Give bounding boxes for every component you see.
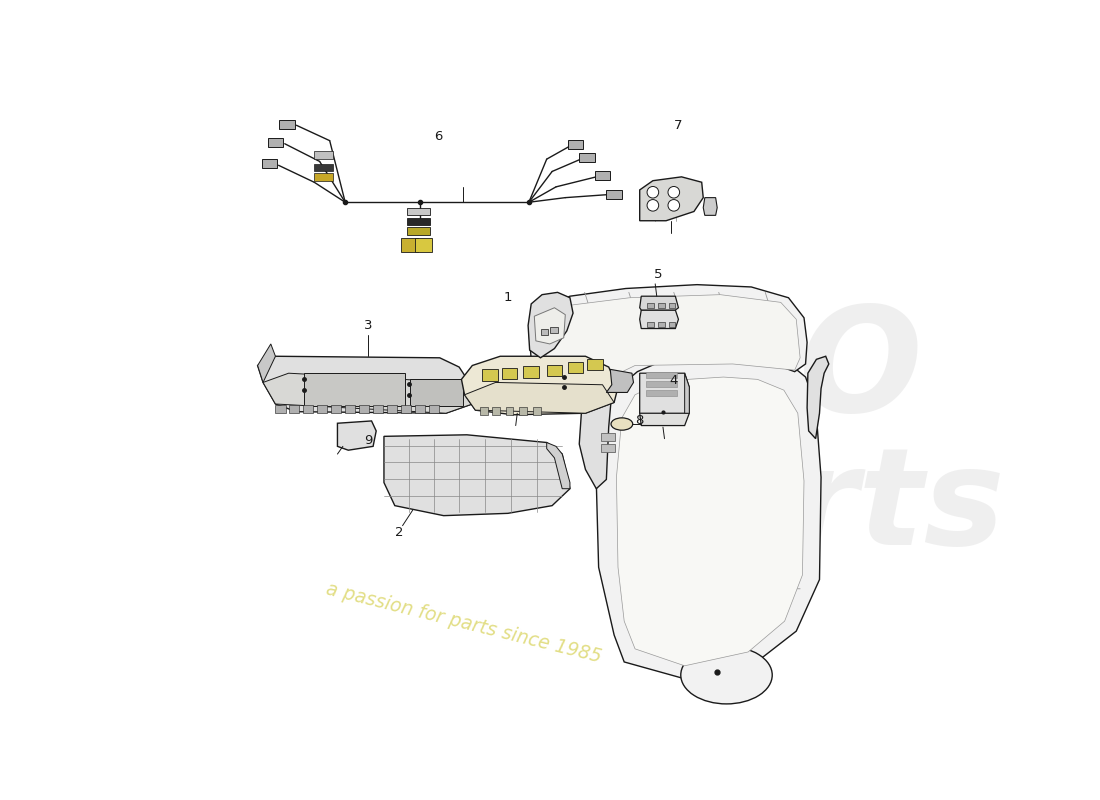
Bar — [646, 372, 676, 378]
Bar — [493, 407, 500, 414]
Bar — [506, 407, 514, 414]
Bar — [568, 362, 583, 373]
Bar — [331, 405, 341, 414]
Bar — [345, 405, 355, 414]
Bar — [275, 405, 286, 414]
Polygon shape — [556, 394, 578, 406]
Polygon shape — [640, 373, 690, 414]
Bar — [669, 303, 675, 308]
Bar — [359, 405, 370, 414]
Polygon shape — [703, 198, 717, 215]
Polygon shape — [338, 421, 376, 450]
Bar — [532, 407, 540, 414]
Polygon shape — [606, 370, 634, 393]
Polygon shape — [547, 442, 570, 489]
Bar — [304, 373, 405, 406]
Bar — [315, 164, 333, 171]
Text: 9: 9 — [364, 434, 373, 447]
Bar — [580, 153, 595, 162]
Bar — [547, 365, 562, 376]
Bar — [304, 405, 313, 414]
Ellipse shape — [681, 646, 772, 704]
Bar — [587, 358, 603, 370]
Bar — [601, 444, 615, 452]
Polygon shape — [257, 344, 275, 382]
Bar — [315, 151, 333, 159]
Bar — [595, 170, 610, 180]
Polygon shape — [263, 373, 472, 414]
Bar — [279, 120, 295, 129]
Bar — [524, 366, 539, 378]
Polygon shape — [640, 177, 703, 221]
Bar — [658, 303, 664, 308]
Polygon shape — [528, 292, 573, 358]
Text: a passion for parts since 1985: a passion for parts since 1985 — [323, 580, 603, 667]
Circle shape — [647, 186, 659, 198]
Bar — [658, 322, 664, 327]
Ellipse shape — [610, 418, 632, 430]
Text: 7: 7 — [674, 118, 683, 132]
Bar — [606, 190, 621, 199]
Text: 8: 8 — [636, 414, 644, 427]
Bar — [407, 227, 430, 234]
Bar — [646, 390, 676, 396]
Polygon shape — [544, 294, 800, 393]
Bar — [415, 405, 425, 414]
Bar — [373, 405, 383, 414]
Bar — [648, 322, 653, 327]
Bar — [540, 329, 548, 334]
Circle shape — [647, 199, 659, 211]
Bar — [519, 407, 527, 414]
Polygon shape — [807, 356, 828, 438]
Bar — [648, 303, 653, 308]
Bar — [317, 405, 328, 414]
Polygon shape — [464, 382, 614, 414]
Bar — [429, 405, 439, 414]
Polygon shape — [384, 435, 570, 516]
Bar — [415, 238, 432, 251]
Bar — [601, 434, 615, 441]
Polygon shape — [596, 354, 821, 680]
Bar — [480, 407, 487, 414]
Bar — [407, 218, 430, 226]
Text: parts: parts — [603, 442, 1005, 574]
Bar — [289, 405, 299, 414]
Bar — [550, 327, 558, 333]
Circle shape — [668, 186, 680, 198]
Text: 1: 1 — [504, 291, 513, 304]
Polygon shape — [535, 308, 565, 344]
Bar — [315, 173, 333, 181]
Bar — [502, 368, 517, 379]
Bar — [483, 370, 498, 381]
Text: 3: 3 — [364, 319, 373, 332]
Text: 2: 2 — [395, 526, 404, 539]
Bar — [646, 381, 676, 387]
Polygon shape — [462, 356, 618, 414]
Polygon shape — [529, 285, 807, 402]
Text: eurO: eurO — [525, 302, 924, 442]
Text: 5: 5 — [654, 268, 662, 281]
Polygon shape — [616, 377, 804, 666]
Bar — [387, 405, 397, 414]
Circle shape — [668, 199, 680, 211]
Polygon shape — [640, 398, 690, 426]
Bar — [410, 378, 463, 406]
Bar — [402, 238, 418, 251]
Bar — [669, 322, 675, 327]
Polygon shape — [640, 310, 679, 329]
Polygon shape — [640, 296, 679, 310]
Text: 4: 4 — [670, 374, 678, 387]
Bar — [407, 208, 430, 215]
Polygon shape — [257, 356, 472, 414]
Polygon shape — [684, 373, 690, 414]
Bar — [402, 405, 411, 414]
Polygon shape — [580, 381, 612, 489]
Bar — [568, 140, 583, 149]
Bar — [262, 159, 277, 168]
Text: 6: 6 — [434, 130, 442, 142]
Bar — [267, 138, 283, 147]
